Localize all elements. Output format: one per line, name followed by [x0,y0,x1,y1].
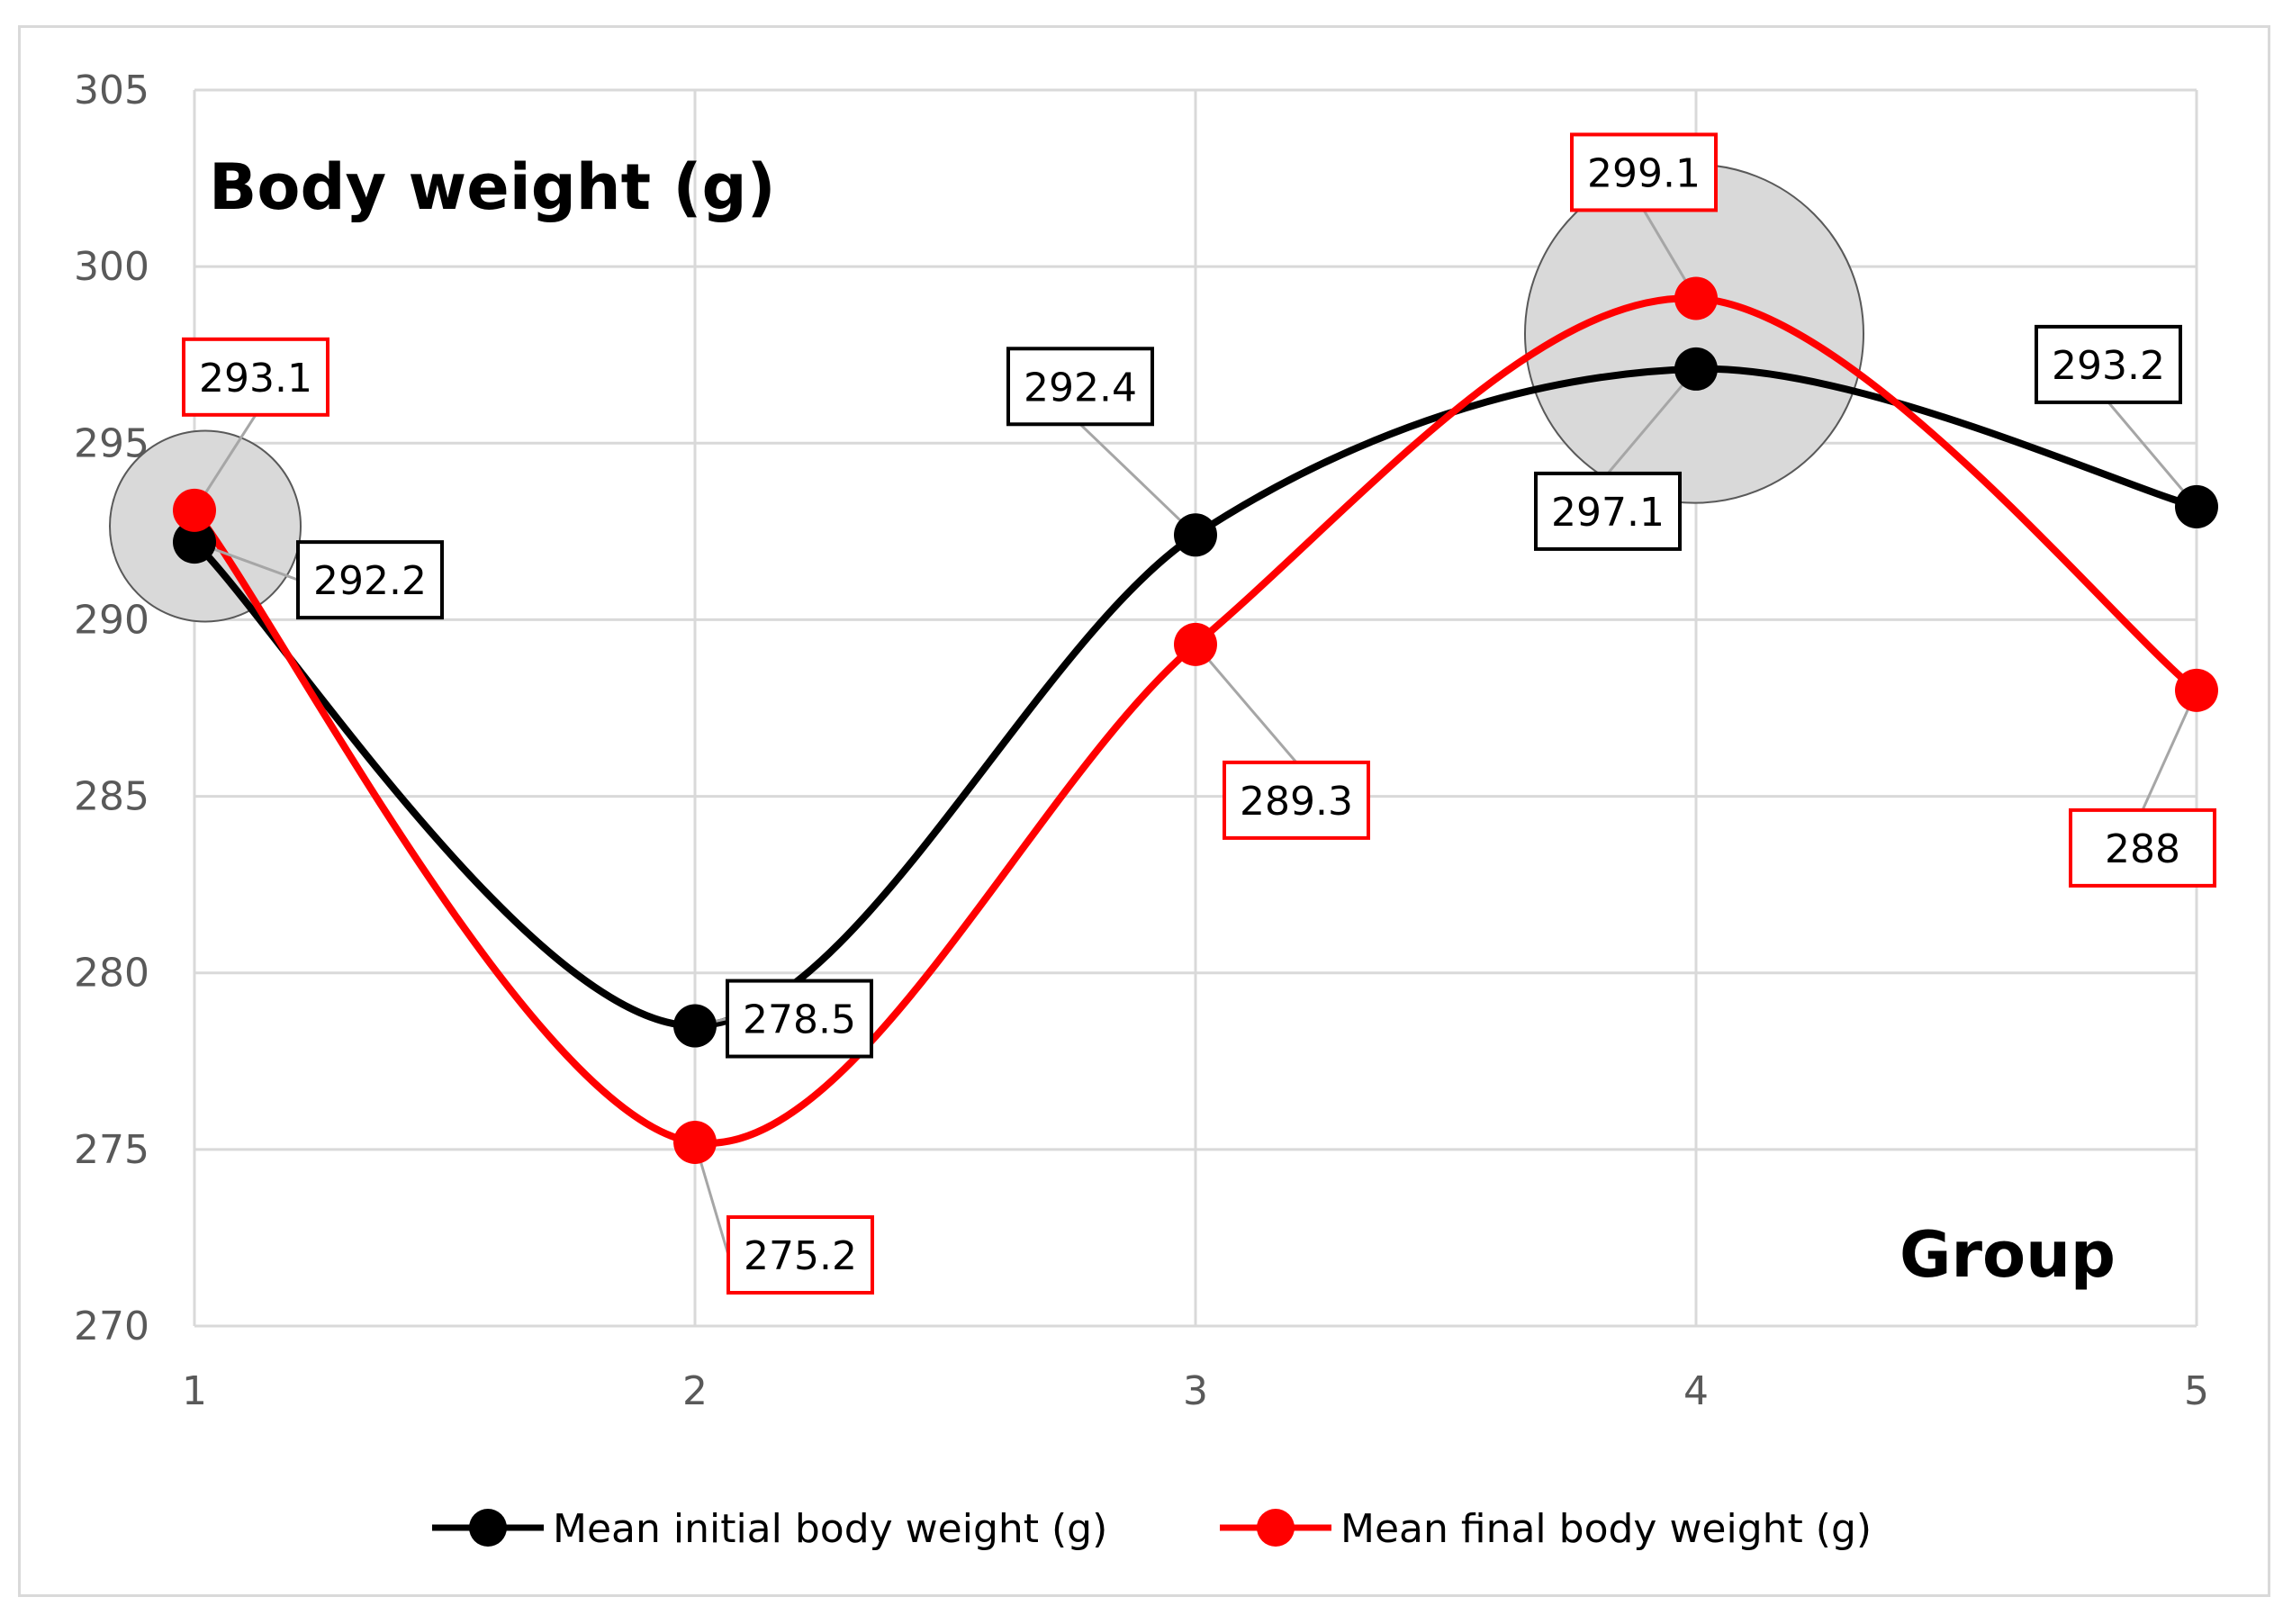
data-labels: 292.2 278.5 292.4 297.1 293.2 293.1 275.2 289.3… [184,134,2215,1293]
x-tick-label: 1 [182,1368,207,1414]
data-label: 292.2 [313,558,427,604]
legend-item-final[interactable]: Mean final body weight (g) [1220,1506,1872,1552]
legend-label-final: Mean final body weight (g) [1340,1506,1872,1552]
legend-label-initial: Mean initial body weight (g) [553,1506,1107,1552]
y-tick-label: 275 [74,1127,149,1173]
data-label: 289.3 [1240,779,1353,825]
leader-line [1080,424,1196,535]
y-tick-label: 300 [74,244,149,290]
data-label: 292.4 [1024,365,1137,411]
x-tick-label: 2 [682,1368,708,1414]
y-tick-label: 280 [74,951,149,997]
grid [194,90,2197,1326]
legend-marker-initial [469,1509,507,1547]
data-label: 288 [2105,826,2180,872]
y-tick-label: 305 [74,68,149,113]
x-tick-label: 5 [2184,1368,2209,1414]
y-tick-label: 290 [74,597,149,643]
legend: Mean initial body weight (g) Mean final … [432,1506,1872,1552]
legend-marker-final [1257,1509,1295,1547]
data-point-s1-5 [2175,669,2218,712]
data-label: 297.1 [1551,490,1665,536]
y-tick-label: 270 [74,1304,149,1349]
data-label: 299.1 [1587,150,1701,196]
y-tick-label: 285 [74,774,149,820]
data-point-s0-5 [2175,485,2218,528]
tick-labels: 270 275 280 285 290 295 300 305 1 2 3 4 5 [74,68,2209,1414]
chart-title: Body weight (g) [209,150,776,224]
data-point-s0-4 [1674,347,1718,391]
x-tick-label: 3 [1183,1368,1208,1414]
y-tick-label: 295 [74,420,149,466]
highlight-circle-group-4 [1525,165,1863,503]
data-label: 293.2 [2052,343,2165,389]
data-label: 293.1 [199,356,312,401]
data-point-s0-3 [1174,513,1217,556]
data-point-s1-3 [1174,623,1217,666]
data-point-s0-2 [673,1005,717,1048]
leader-line [1196,645,1296,762]
data-label: 275.2 [744,1233,857,1279]
data-point-s1-4 [1674,276,1718,320]
data-point-s1-2 [673,1121,717,1164]
data-point-s1-1 [173,489,216,532]
chart: 292.2 278.5 292.4 297.1 293.2 293.1 275.2 289.3… [0,0,2292,1624]
legend-item-initial[interactable]: Mean initial body weight (g) [432,1506,1107,1552]
data-label: 278.5 [743,997,856,1043]
x-axis-title: Group [1899,1218,2116,1292]
x-tick-label: 4 [1683,1368,1709,1414]
